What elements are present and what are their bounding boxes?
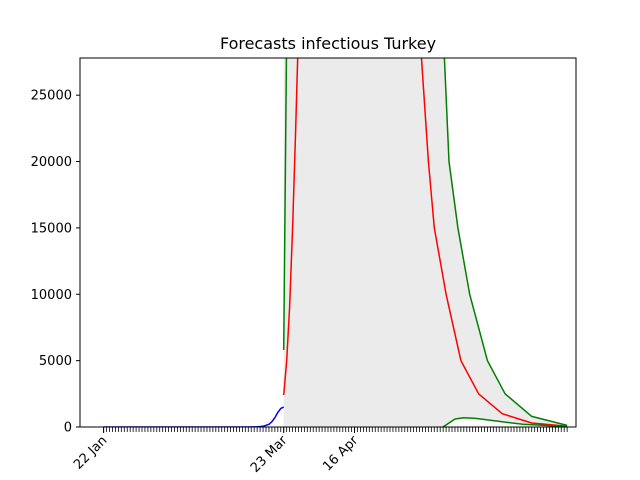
y-tick-label: 0: [64, 421, 72, 436]
y-tick-label: 15000: [31, 221, 72, 236]
series-line-3: [442, 416, 568, 427]
y-tick-label: 10000: [31, 288, 72, 303]
y-tick-label: 20000: [31, 155, 72, 170]
y-axis: 0 5000 10000 15000 20000 25000: [31, 89, 80, 436]
series-line-1: [282, 58, 568, 427]
plot-area: [79, 57, 577, 428]
x-tick-label: 23 Mar: [248, 433, 291, 476]
band-layer: [283, 58, 568, 427]
series-line-2: [282, 58, 568, 427]
series-line-0: [103, 406, 285, 427]
chart-title: Forecasts infectious Turkey: [220, 34, 436, 53]
x-axis: 22 Jan 23 Mar 16 Apr: [71, 427, 568, 476]
y-tick-label: 25000: [31, 89, 72, 104]
x-tick-label: 22 Jan: [71, 433, 110, 472]
y-tick-label: 5000: [39, 354, 72, 369]
forecast-band: [283, 58, 568, 427]
x-tick-label: 16 Apr: [320, 433, 362, 475]
